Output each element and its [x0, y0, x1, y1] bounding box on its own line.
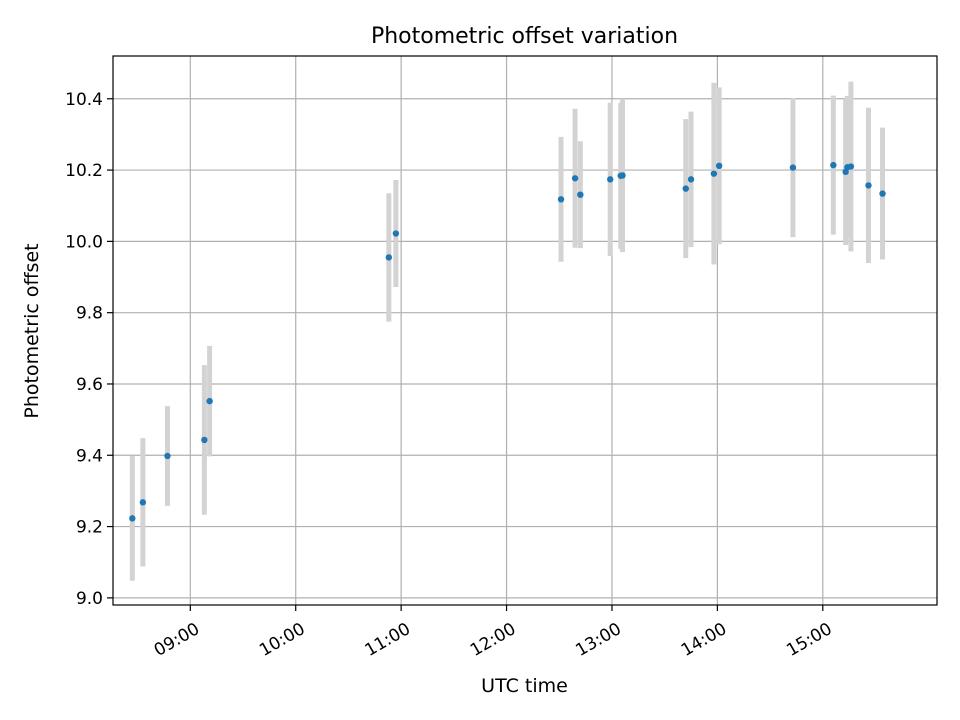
data-point: [847, 163, 855, 170]
y-tick-label: 10.4: [65, 90, 103, 110]
data-point: [206, 397, 213, 405]
data-point: [789, 164, 797, 171]
data-point: [865, 182, 872, 189]
data-point: [392, 230, 400, 237]
data-point: [607, 176, 614, 183]
y-axis-ticks: 9.0 9.2 9.4 9.6 9.8 10.0 10.2 10.4: [65, 90, 113, 609]
data-point: [879, 190, 886, 197]
y-tick-label: 9.8: [76, 304, 103, 324]
data-point: [619, 172, 626, 179]
data-point: [830, 161, 837, 169]
data-point: [139, 499, 147, 506]
chart-title: Photometric offset variation: [371, 24, 678, 49]
data-point: [682, 185, 689, 192]
data-point: [571, 175, 579, 182]
y-tick-label: 9.4: [76, 446, 103, 466]
y-tick-label: 9.0: [76, 589, 103, 609]
data-point: [577, 191, 584, 198]
data-point: [164, 452, 171, 460]
data-point: [687, 176, 695, 183]
data-point: [129, 515, 136, 522]
data-point: [557, 196, 565, 203]
y-axis-label: Photometric offset: [21, 243, 43, 418]
data-points: [129, 161, 886, 522]
y-tick-label: 9.2: [76, 518, 103, 538]
x-axis-label: UTC time: [481, 675, 568, 697]
data-point: [385, 254, 393, 261]
y-tick-label: 10.0: [65, 232, 103, 252]
data-point: [715, 162, 723, 169]
y-tick-label: 9.6: [76, 375, 103, 395]
plot-frame: [112, 55, 938, 606]
data-point: [201, 436, 208, 444]
data-point: [710, 170, 718, 177]
y-tick-label: 10.2: [65, 161, 103, 181]
